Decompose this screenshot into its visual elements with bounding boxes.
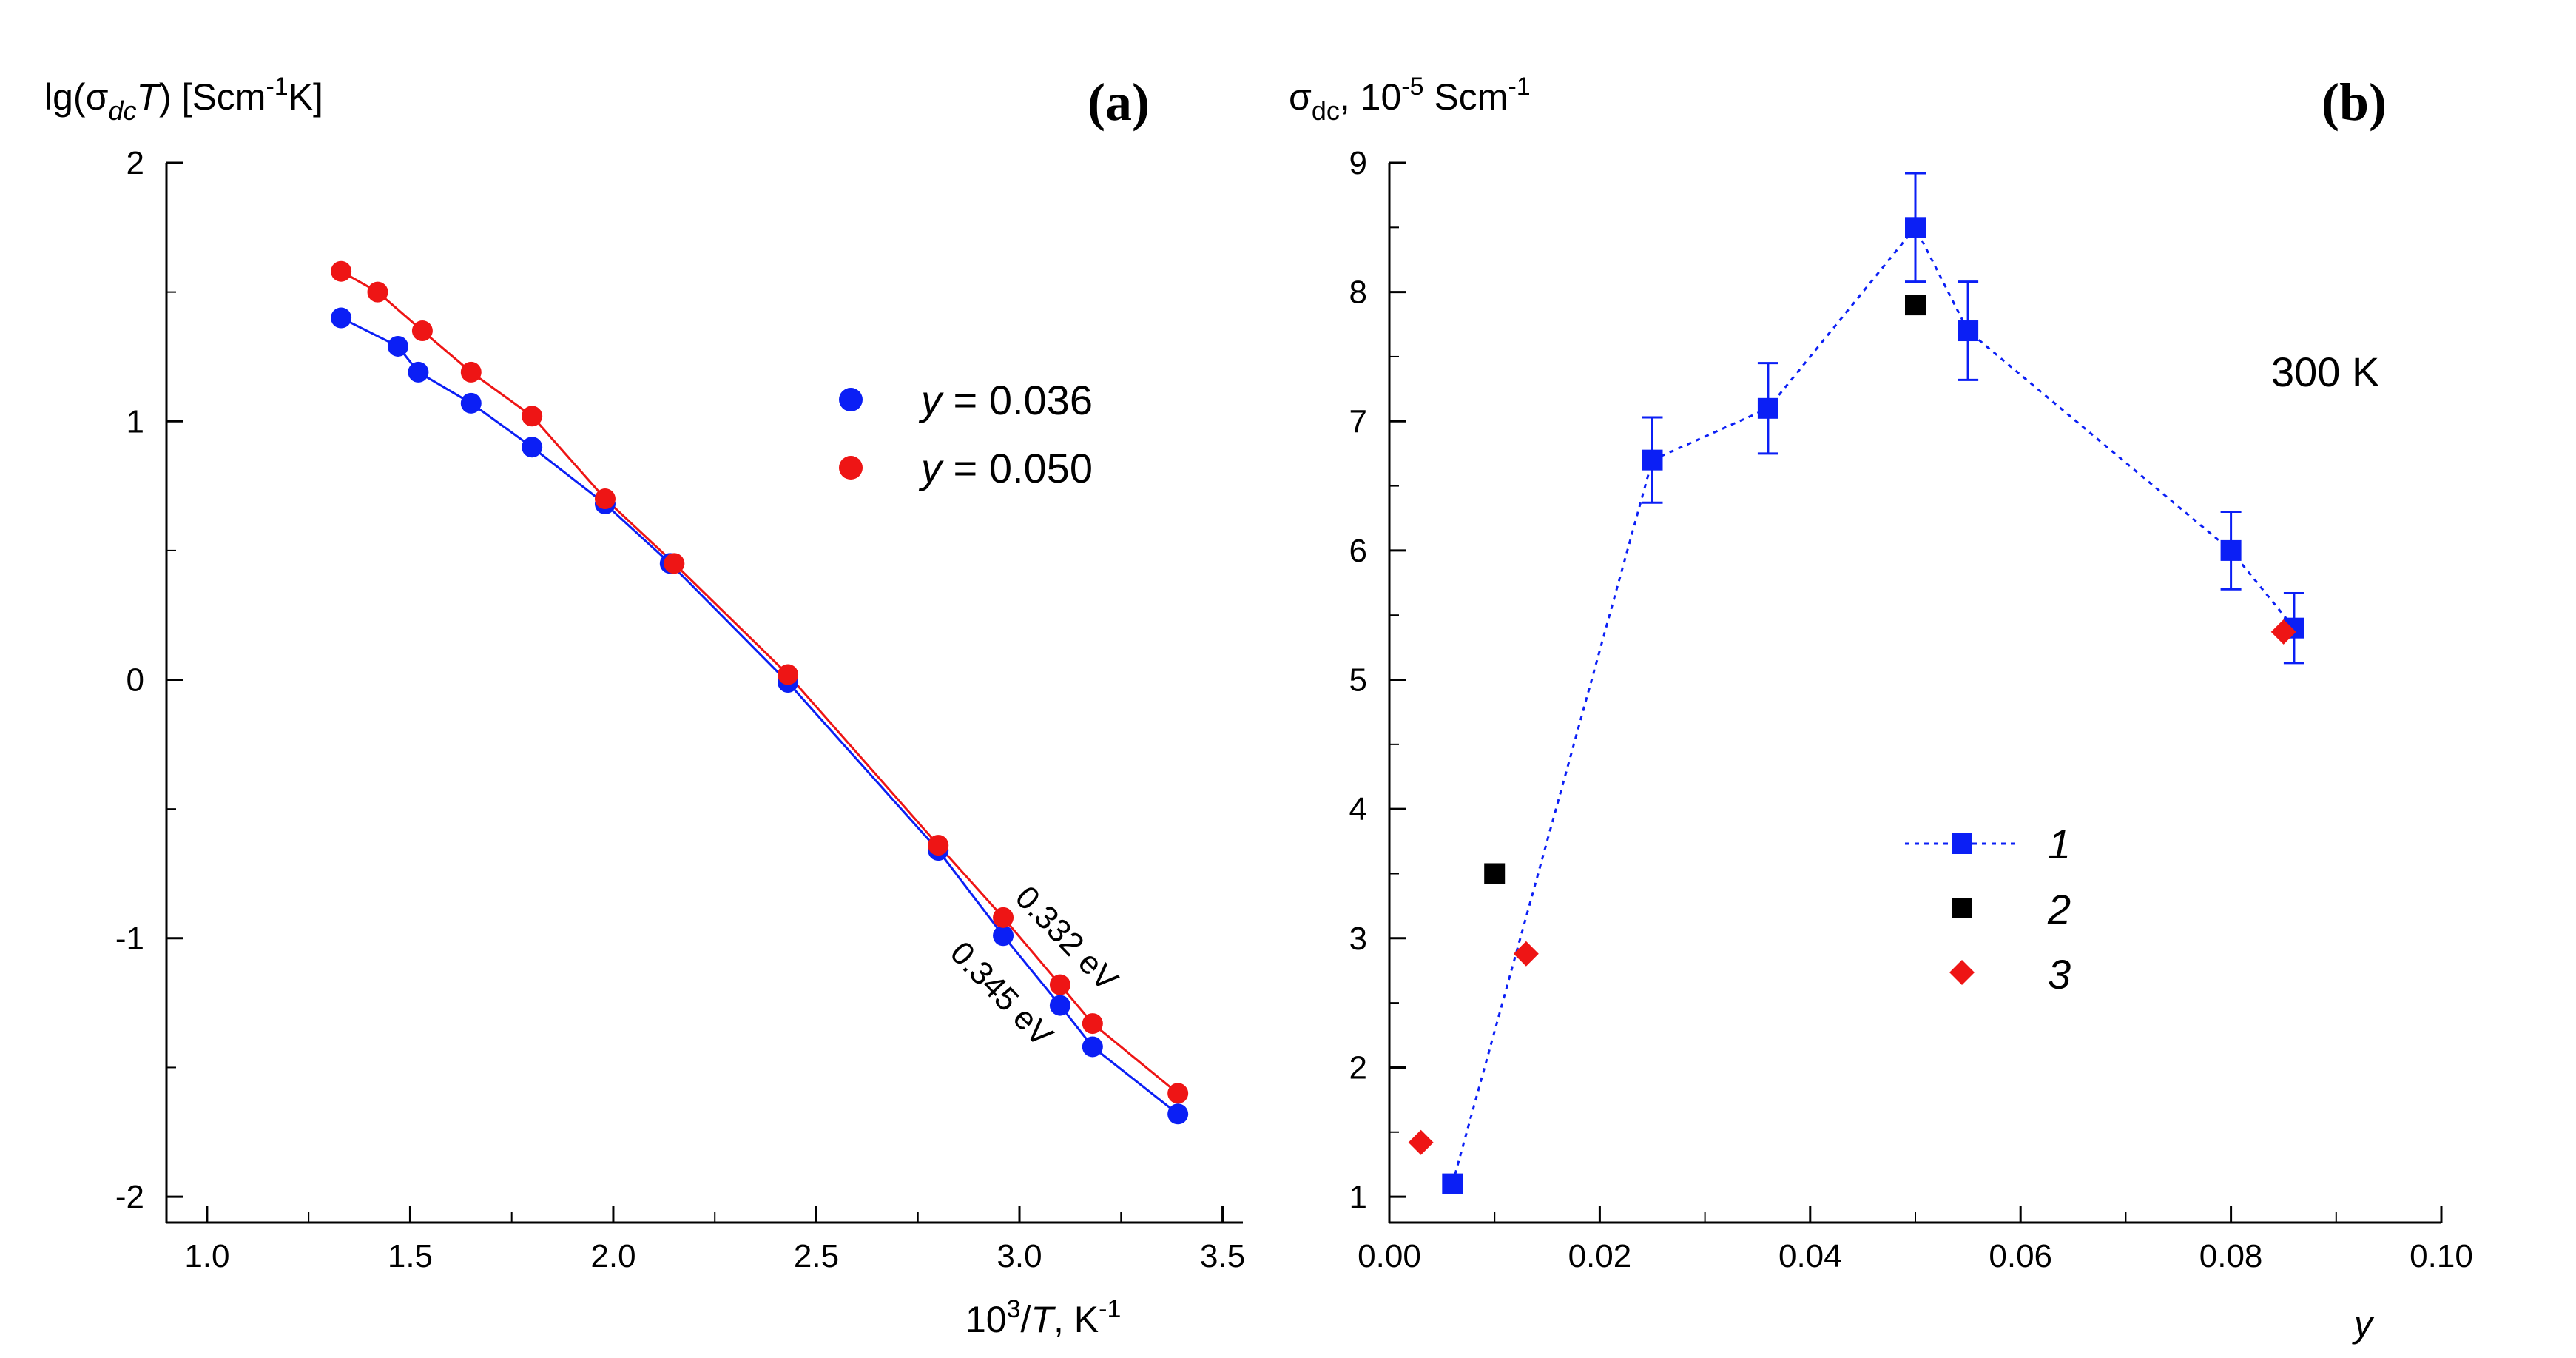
series-1-dotted-line <box>1451 225 2296 1185</box>
data-point-series-2 <box>1905 295 1926 316</box>
data-point-series-3 <box>1513 941 1539 967</box>
panel-a: lg(σdcT) [Scm-1K] (a) -2 -1 0 1 2 1.0 1.5 2.0 2… <box>44 73 1245 1340</box>
legend-label-3: 3 <box>2048 951 2071 998</box>
y-tick-label: 6 <box>1349 533 1367 569</box>
y-tick-label: 1 <box>1349 1179 1367 1215</box>
data-point-series-1 <box>1442 1173 1463 1194</box>
data-point-series-2 <box>1484 863 1506 884</box>
legend-marker-y0036 <box>839 388 863 411</box>
legend-marker-3 <box>1949 960 1975 985</box>
x-tick-label: 0.08 <box>2199 1238 2263 1274</box>
panel-a-y-ticks: -2 -1 0 1 2 <box>115 145 183 1215</box>
x-tick-label: 2.0 <box>590 1238 635 1274</box>
panel-a-xlabel: 103/T, K-1 <box>965 1295 1121 1340</box>
data-point-series-0 <box>408 361 429 383</box>
fit-label-0345: 0.345 eV <box>943 935 1060 1054</box>
y-tick-label: -2 <box>115 1179 144 1215</box>
panel-b-y-ticks: 1 2 3 4 5 6 7 8 9 <box>1349 145 1406 1215</box>
data-point-series-1 <box>1167 1083 1189 1104</box>
fit-line-series-0 <box>340 317 1179 1115</box>
data-point-series-1 <box>664 553 685 574</box>
data-point-series-0 <box>1082 1036 1103 1058</box>
y-tick-label: 2 <box>127 145 144 181</box>
legend-label-2: 2 <box>2047 886 2071 932</box>
panel-a-x-ticks: 1.0 1.5 2.0 2.5 3.0 3.5 <box>184 1206 1245 1274</box>
y-tick-label: 7 <box>1349 403 1367 440</box>
panel-b-legend: 1 2 3 <box>1905 821 2071 998</box>
data-point-series-0 <box>993 925 1014 947</box>
legend-label-y0036: y = 0.036 <box>918 377 1093 423</box>
data-point-series-1 <box>1757 397 1778 419</box>
data-point-series-0 <box>460 392 482 414</box>
panel-b-ylabel: σdc, 10-5 Scm-1 <box>1289 73 1531 126</box>
y-tick-label: 8 <box>1349 275 1367 311</box>
data-point-series-1 <box>1082 1013 1103 1035</box>
data-point-series-0 <box>387 335 408 357</box>
data-point-series-1 <box>1958 320 1979 342</box>
x-tick-label: 0.10 <box>2410 1238 2473 1274</box>
x-tick-label: 0.02 <box>1568 1238 1632 1274</box>
data-point-series-1 <box>460 361 482 383</box>
y-tick-label: 5 <box>1349 662 1367 699</box>
data-point-series-0 <box>522 437 543 458</box>
y-tick-label: 0 <box>127 662 144 699</box>
legend-label-y0050: y = 0.050 <box>918 445 1093 491</box>
data-point-series-3 <box>1408 1129 1434 1155</box>
y-tick-label: 9 <box>1349 145 1367 181</box>
panel-b-series-1-line <box>1451 225 2296 1185</box>
panel-b-title: (b) <box>2322 73 2387 132</box>
data-point-series-1 <box>1049 974 1070 995</box>
x-tick-label: 0.06 <box>1989 1238 2052 1274</box>
y-tick-label: 1 <box>127 403 144 440</box>
panel-a-points <box>331 260 1189 1125</box>
panel-a-legend: y = 0.036 y = 0.050 <box>839 377 1093 491</box>
data-point-series-1 <box>411 320 433 342</box>
legend-marker-y0050 <box>839 456 863 480</box>
legend-marker-1 <box>1952 833 1972 854</box>
temperature-label: 300 K <box>2271 349 2379 395</box>
data-point-series-1 <box>1905 217 1926 238</box>
legend-marker-2 <box>1952 898 1972 918</box>
legend-label-1: 1 <box>2048 821 2071 867</box>
data-point-series-0 <box>1167 1103 1189 1125</box>
x-tick-label: 1.5 <box>388 1238 433 1274</box>
panel-b-error-bars <box>1642 172 2304 665</box>
data-point-series-0 <box>331 307 352 329</box>
data-point-series-1 <box>928 835 949 856</box>
data-point-series-1 <box>993 907 1014 928</box>
data-point-series-1 <box>331 260 352 282</box>
data-point-series-1 <box>522 406 543 427</box>
y-tick-label: 2 <box>1349 1049 1367 1086</box>
data-point-series-1 <box>1642 449 1663 471</box>
x-tick-label: 2.5 <box>794 1238 839 1274</box>
x-tick-label: 3.5 <box>1200 1238 1245 1274</box>
x-tick-label: 1.0 <box>184 1238 229 1274</box>
data-point-series-1 <box>778 664 799 685</box>
data-point-series-1 <box>2220 539 2242 561</box>
panel-b-x-ticks: 0.00 0.02 0.04 0.06 0.08 0.10 <box>1358 1206 2473 1274</box>
panel-b-points <box>1408 217 2304 1194</box>
x-tick-label: 3.0 <box>997 1238 1042 1274</box>
data-point-series-0 <box>1049 995 1070 1016</box>
x-tick-label: 0.00 <box>1358 1238 1421 1274</box>
data-point-series-1 <box>367 281 388 303</box>
y-tick-label: 4 <box>1349 791 1367 827</box>
y-tick-label: 3 <box>1349 921 1367 957</box>
panel-a-title: (a) <box>1088 73 1150 132</box>
data-point-series-1 <box>594 488 616 510</box>
panel-a-ylabel: lg(σdcT) [Scm-1K] <box>44 73 323 126</box>
y-tick-label: -1 <box>115 921 144 957</box>
panel-b-xlabel: y <box>2352 1303 2375 1345</box>
x-tick-label: 0.04 <box>1778 1238 1842 1274</box>
